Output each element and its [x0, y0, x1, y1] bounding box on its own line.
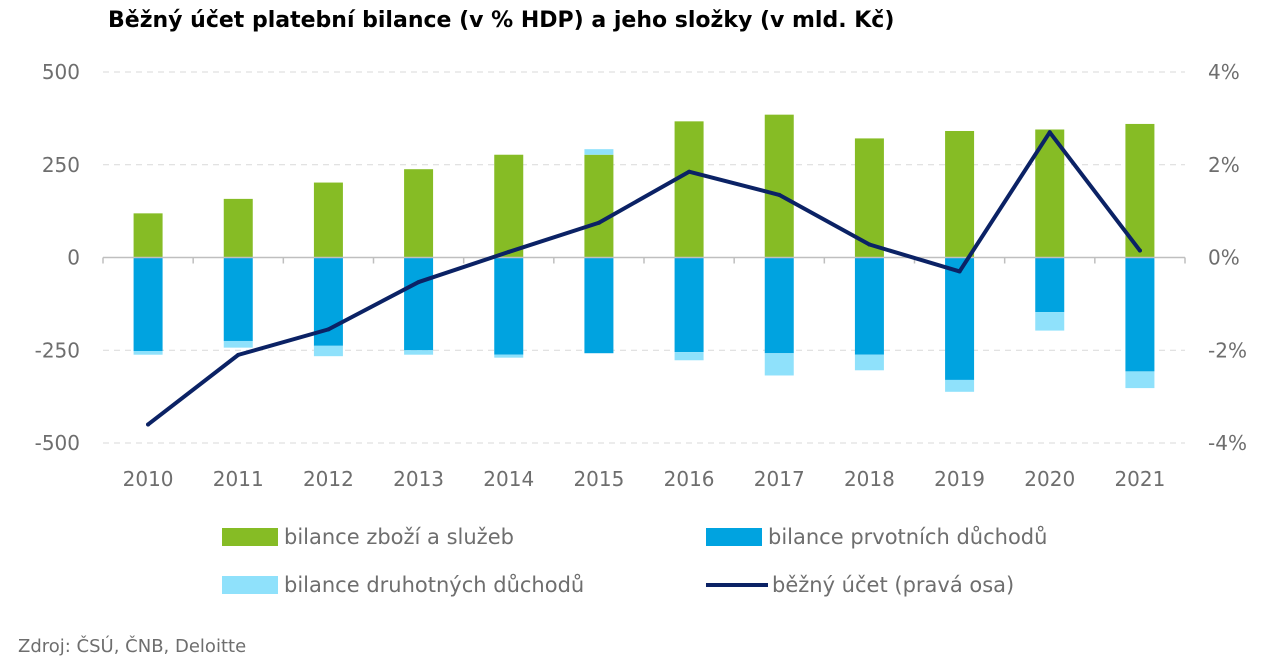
current-account-point-2011 [236, 352, 241, 357]
x-tick-label-2013: 2013 [393, 467, 444, 491]
x-tick-label-2018: 2018 [844, 467, 895, 491]
y-right-tick-label: -2% [1208, 338, 1247, 362]
current-account-point-2016 [687, 169, 692, 174]
bar-3-2016 [674, 352, 704, 361]
bar-2-2016 [674, 257, 704, 353]
legend-label-goods-services: bilance zboží a služeb [284, 525, 514, 549]
bar-3-2011 [223, 340, 253, 348]
bar-2-2017 [764, 257, 794, 354]
current-account-line [146, 130, 1142, 427]
y-left-tick-label: 250 [42, 153, 80, 177]
bar-2-2019 [945, 257, 975, 380]
bar-1-2012 [313, 182, 343, 258]
legend-label-current-account: běžný účet (pravá osa) [772, 573, 1015, 597]
x-tick-label-2017: 2017 [754, 467, 805, 491]
legend-item-primary-income: bilance prvotních důchodů [706, 525, 1047, 549]
y-left-tick-label: -250 [35, 338, 80, 362]
bar-2-2020 [1035, 257, 1065, 313]
x-tick-label-2020: 2020 [1024, 467, 1075, 491]
current-account-point-2020 [1047, 130, 1052, 135]
current-account-point-2019 [957, 269, 962, 274]
bar-3-2010 [133, 350, 163, 355]
legend-item-goods-services: bilance zboží a služeb [222, 525, 514, 549]
bar-2-2014 [494, 257, 524, 355]
bar-3-2018 [854, 354, 884, 371]
bar-3-2019 [945, 379, 975, 392]
current-account-point-2018 [867, 242, 872, 247]
y-right-tick-label: 0% [1208, 246, 1240, 270]
y-right-tick-label: 4% [1208, 60, 1240, 84]
legend-label-secondary-income: bilance druhotných důchodů [284, 573, 585, 597]
bar-1-2015 [584, 154, 614, 258]
y-left-tick-label: 0 [67, 246, 80, 270]
chart-title: Běžný účet platební bilance (v % HDP) a … [108, 8, 895, 33]
x-tick-label-2016: 2016 [664, 467, 715, 491]
bar-2-2021 [1125, 257, 1155, 372]
current-account-point-2021 [1137, 248, 1142, 253]
y-left-tick-label: -500 [35, 431, 80, 455]
bar-1-2019 [945, 130, 975, 258]
bar-2-2013 [404, 257, 434, 351]
bar-3-2013 [404, 350, 434, 355]
bar-1-2016 [674, 121, 704, 258]
y-right-tick-label: -4% [1208, 431, 1247, 455]
legend-item-secondary-income: bilance druhotných důchodů [222, 573, 584, 597]
bar-3-2015 [584, 149, 614, 155]
current-account-point-2013 [416, 280, 421, 285]
legend-swatch-goods-services [222, 528, 278, 546]
x-tick-label-2011: 2011 [213, 467, 264, 491]
legend-item-current-account: běžný účet (pravá osa) [706, 573, 1014, 597]
legend-swatch-primary-income [706, 528, 762, 546]
bar-3-2020 [1035, 312, 1065, 331]
bar-2-2010 [133, 257, 163, 351]
current-account-point-2017 [777, 192, 782, 197]
bar-1-2013 [404, 169, 434, 258]
bar-3-2021 [1125, 371, 1155, 389]
legend-swatch-current-account [706, 583, 768, 587]
bar-1-2017 [764, 114, 794, 258]
x-tick-label-2021: 2021 [1114, 467, 1165, 491]
bar-1-2011 [223, 198, 253, 258]
current-account-point-2010 [146, 422, 151, 427]
x-tick-label-2015: 2015 [573, 467, 624, 491]
current-account-point-2015 [596, 220, 601, 225]
bar-2-2015 [584, 257, 614, 354]
bar-2-2011 [223, 257, 253, 341]
bar-3-2014 [494, 354, 524, 358]
bar-1-2010 [133, 213, 163, 258]
x-tick-label-2012: 2012 [303, 467, 354, 491]
y-left-tick-label: 500 [42, 60, 80, 84]
bar-1-2014 [494, 154, 524, 258]
x-tick-label-2014: 2014 [483, 467, 534, 491]
x-tick-label-2010: 2010 [123, 467, 174, 491]
bar-2-2018 [854, 257, 884, 355]
legend-label-primary-income: bilance prvotních důchodů [768, 525, 1048, 549]
chart-plot: 500 250 0 -250 -500 4% 2% 0% -2% -4% 2010 2011 2012 2… [35, 60, 1247, 491]
bar-3-2017 [764, 353, 794, 376]
current-account-point-2014 [506, 249, 511, 254]
x-tick-label-2019: 2019 [934, 467, 985, 491]
y-right-tick-label: 2% [1208, 153, 1240, 177]
source-note: Zdroj: ČSÚ, ČNB, Deloitte [18, 636, 247, 657]
legend-swatch-secondary-income [222, 576, 278, 594]
bar-3-2012 [313, 345, 343, 357]
current-account-point-2012 [326, 327, 331, 332]
